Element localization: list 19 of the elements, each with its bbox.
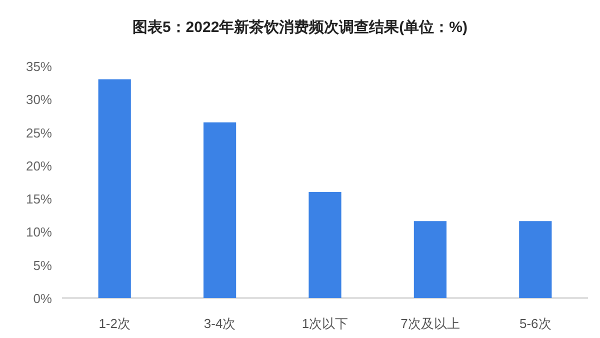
bar xyxy=(203,122,236,298)
chart-title: 图表5：2022年新茶饮消费频次调查结果(单位：%) xyxy=(132,18,468,36)
x-tick-label: 7次及以上 xyxy=(400,316,460,331)
y-tick-label: 0% xyxy=(33,291,52,306)
bar xyxy=(414,221,447,298)
x-tick-label: 3-4次 xyxy=(204,316,236,331)
bar xyxy=(519,221,552,298)
x-tick-label: 1-2次 xyxy=(98,316,130,331)
y-tick-label: 20% xyxy=(26,158,52,174)
y-tick-label: 30% xyxy=(26,92,52,108)
x-tick-label: 1次以下 xyxy=(302,316,348,331)
y-tick-label: 35% xyxy=(26,59,52,74)
y-tick-label: 25% xyxy=(26,125,52,140)
y-tick-label: 15% xyxy=(26,192,52,207)
x-tick-label: 5-6次 xyxy=(520,316,552,331)
y-tick-label: 5% xyxy=(33,258,52,273)
bar xyxy=(98,79,131,298)
y-tick-label: 10% xyxy=(26,224,52,240)
bar xyxy=(308,192,342,298)
